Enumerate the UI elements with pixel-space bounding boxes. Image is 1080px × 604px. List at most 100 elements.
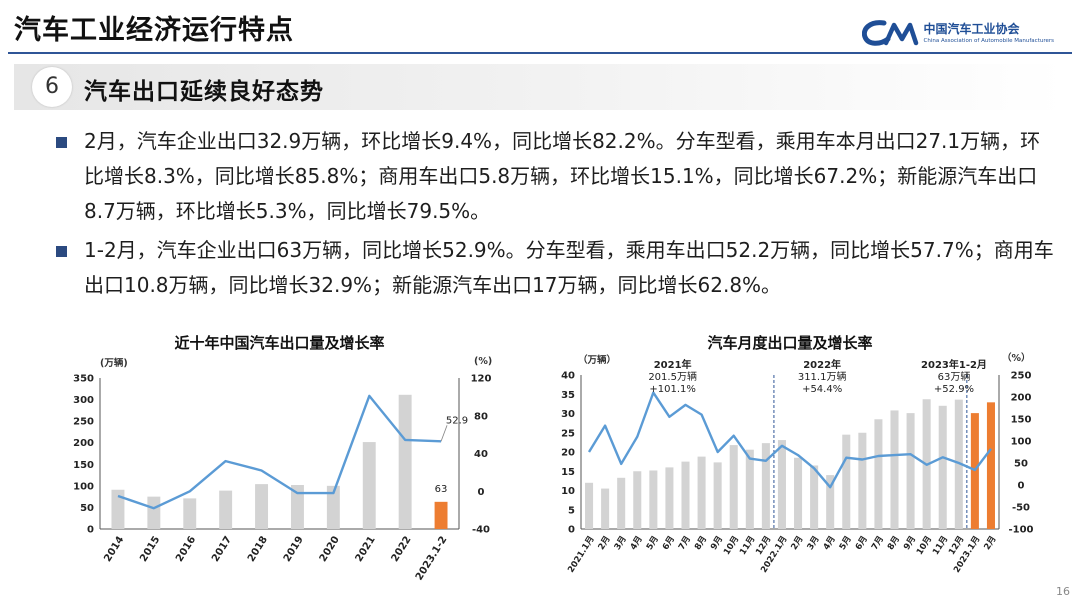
- period-annotation-text: +54.4%: [802, 384, 842, 395]
- y-left-tick-label: 0: [568, 525, 575, 536]
- bar: [890, 410, 899, 529]
- chart-title: 近十年中国汽车出口量及增长率: [174, 334, 384, 352]
- y-right-unit-label: (%): [474, 356, 492, 367]
- data-label-leader-line: [440, 425, 448, 442]
- x-tick-label: 8月: [886, 534, 902, 552]
- bar: [147, 496, 161, 529]
- x-tick-label: 2023.1-2: [414, 534, 450, 582]
- x-tick-label: 7月: [870, 534, 886, 552]
- bar: [729, 445, 738, 529]
- x-tick-label: 2月: [982, 534, 998, 552]
- y-right-tick-label: -50: [1012, 503, 1030, 514]
- chart-title: 汽车月度出口量及增长率: [707, 334, 872, 352]
- bar: [681, 461, 690, 529]
- x-tick-label: 2019: [282, 534, 306, 563]
- bar: [713, 462, 722, 529]
- x-tick-label: 2016: [174, 534, 198, 563]
- header: 汽车工业经济运行特点 中国汽车工业协会 China Association of…: [0, 0, 1080, 58]
- annual-export-chart: 近十年中国汽车出口量及增长率 (万辆) (%) 0 50 100 150 200 250 300 3…: [73, 334, 492, 582]
- growth-rate-line: [587, 391, 992, 489]
- bullet-item: 2月，汽车企业出口32.9万辆，环比增长9.4%，同比增长82.2%。分车型看，…: [50, 124, 1060, 229]
- bar: [398, 394, 412, 529]
- square-bullet-icon: [56, 137, 67, 148]
- bar: [954, 399, 963, 529]
- square-bullet-icon: [56, 246, 67, 257]
- bar: [617, 477, 626, 529]
- bar: [434, 501, 448, 529]
- period-annotation-text: 63万辆: [938, 370, 971, 383]
- x-tick-label: 2月: [790, 534, 806, 552]
- y-left-tick-label: 10: [561, 486, 575, 497]
- y-left-tick-label: 350: [73, 374, 94, 385]
- y-right-tick-label: 100: [1011, 437, 1032, 448]
- x-tick-label: 11月: [931, 534, 950, 557]
- monthly-export-chart: 汽车月度出口量及增长率 （万辆） （%） 0 5 10 15 20 25 30 35 40 -100 -5…: [561, 334, 1033, 575]
- bullet-text: 2月，汽车企业出口32.9万辆，环比增长9.4%，同比增长82.2%。分车型看，…: [84, 129, 1041, 223]
- bar: [858, 432, 867, 529]
- header-divider: [8, 52, 1072, 54]
- bar: [665, 467, 674, 529]
- x-tick-label: 2021.1月: [566, 534, 596, 574]
- bullet-text: 1-2月，汽车企业出口63万辆，同比增长52.9%。分车型看，乘用车出口52.2…: [84, 238, 1054, 297]
- y-right-tick-label: 0: [1018, 481, 1025, 492]
- period-annotation-text: 2023年1-2月: [921, 358, 987, 371]
- x-tick-label: 4月: [629, 534, 645, 552]
- y-right-tick-label: -100: [1008, 525, 1033, 536]
- bar: [649, 470, 658, 529]
- y-left-tick-label: 300: [73, 395, 94, 406]
- y-left-tick-label: 200: [73, 438, 94, 449]
- x-tick-label: 5月: [645, 534, 661, 552]
- y-right-tick-label: 40: [474, 449, 488, 460]
- y-right-tick-label: 150: [1011, 415, 1032, 426]
- bar: [777, 440, 786, 529]
- period-annotation-text: 2021年: [654, 358, 692, 371]
- bar: [290, 484, 304, 529]
- y-left-unit-label: （万辆）: [578, 354, 616, 366]
- y-left-tick-label: 250: [73, 417, 94, 428]
- bar: [633, 471, 642, 529]
- y-left-tick-label: 20: [561, 448, 575, 459]
- x-tick-label: 3月: [613, 534, 629, 552]
- bar: [183, 498, 197, 529]
- bar: [111, 489, 125, 529]
- y-right-tick-label: 80: [474, 411, 488, 422]
- logo-en-text: China Association of Automobile Manufact…: [923, 37, 1054, 44]
- x-tick-label: 2022: [390, 534, 414, 563]
- section-title: 汽车出口延续良好态势: [84, 79, 324, 105]
- last-growth-data-label: 52.9: [446, 415, 468, 426]
- bar: [761, 443, 770, 529]
- y-left-tick-label: 25: [561, 428, 575, 439]
- x-tick-label: 6月: [661, 534, 677, 552]
- period-annotation-text: +101.1%: [649, 384, 696, 395]
- period-annotation-text: 2022年: [803, 358, 841, 371]
- bar: [362, 442, 376, 529]
- x-tick-label: 3月: [806, 534, 822, 552]
- y-right-tick-label: 50: [1014, 459, 1028, 470]
- x-tick-label: 10月: [915, 534, 934, 557]
- x-tick-label: 2017: [210, 534, 234, 563]
- bar: [697, 456, 706, 529]
- y-right-tick-label: 0: [478, 487, 485, 498]
- y-left-tick-label: 30: [561, 409, 575, 420]
- x-tick-label: 5月: [838, 534, 854, 552]
- x-tick-label: 7月: [677, 534, 693, 552]
- bar: [842, 434, 851, 529]
- bar: [601, 488, 610, 529]
- y-right-unit-label: （%）: [1002, 352, 1031, 364]
- y-left-tick-label: 100: [73, 481, 94, 492]
- x-tick-label: 4月: [822, 534, 838, 552]
- x-tick-label: 10月: [722, 534, 741, 557]
- x-tick-label: 6月: [854, 534, 870, 552]
- y-right-tick-label: 200: [1011, 393, 1032, 404]
- bullet-item: 1-2月，汽车企业出口63万辆，同比增长52.9%。分车型看，乘用车出口52.2…: [50, 233, 1060, 303]
- bar: [986, 402, 995, 529]
- bar: [219, 490, 233, 529]
- section-number: 6: [32, 67, 72, 107]
- y-left-unit-label: (万辆): [100, 357, 128, 369]
- bar: [906, 413, 915, 529]
- period-annotation-text: 311.1万辆: [798, 370, 847, 383]
- y-left-tick-label: 40: [561, 371, 575, 382]
- y-right-tick-label: 250: [1011, 371, 1032, 382]
- bullet-list: 2月，汽车企业出口32.9万辆，环比增长9.4%，同比增长82.2%。分车型看，…: [50, 124, 1060, 307]
- period-annotation-text: +52.9%: [934, 384, 974, 395]
